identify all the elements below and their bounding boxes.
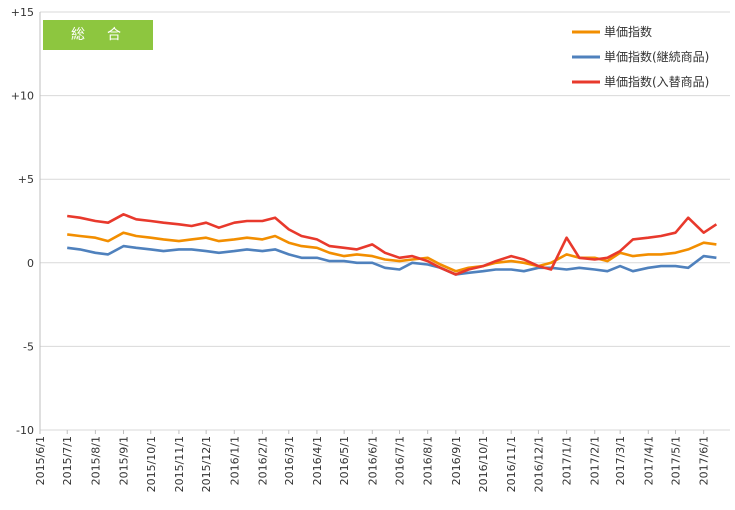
x-tick-label: 2015/10/1	[145, 436, 158, 492]
y-tick-label: +10	[11, 90, 34, 103]
x-tick-label: 2015/11/1	[173, 436, 186, 492]
x-tick-label: 2016/4/1	[311, 436, 324, 485]
x-tick-label: 2016/10/1	[477, 436, 490, 492]
x-tick-label: 2015/7/1	[61, 436, 74, 485]
legend-label: 単価指数	[604, 24, 652, 39]
x-tick-label: 2017/2/1	[589, 436, 602, 485]
x-tick-label: 2017/5/1	[670, 436, 683, 485]
y-tick-label: +5	[18, 173, 34, 186]
x-tick-label: 2015/9/1	[118, 436, 131, 485]
grid-lines	[39, 11, 730, 431]
legend-label: 単価指数(継続商品)	[604, 49, 709, 64]
series-line	[67, 231, 717, 273]
y-tick-label: -10	[16, 424, 34, 437]
x-tick-label: 2016/12/1	[532, 436, 545, 492]
x-tick-label: 2017/4/1	[642, 436, 655, 485]
legend-label: 単価指数(入替商品)	[604, 74, 709, 89]
x-tick-label: 2017/3/1	[614, 436, 627, 485]
y-tick-label: 0	[27, 257, 34, 270]
x-tick-label: 2015/8/1	[89, 436, 102, 485]
x-tick-label: 2016/8/1	[422, 436, 435, 485]
series-lines	[67, 213, 718, 276]
x-axis-tick-labels: 2015/6/1 2015/7/1 2015/8/1 2015/9/1 2015/10/…	[34, 430, 711, 492]
series-line	[67, 213, 718, 276]
x-tick-label: 2016/6/1	[366, 436, 379, 485]
x-tick-label: 2017/1/1	[561, 436, 574, 485]
series-line	[67, 244, 717, 276]
x-tick-label: 2016/3/1	[283, 436, 296, 485]
y-tick-label: -5	[23, 340, 34, 353]
x-tick-label: 2016/7/1	[394, 436, 407, 485]
x-tick-label: 2017/6/1	[698, 436, 711, 485]
x-tick-label: 2016/9/1	[450, 436, 463, 485]
x-tick-label: 2016/1/1	[228, 436, 241, 485]
y-axis-tick-labels: -10 -5 0 +5 +10 +15	[11, 6, 34, 437]
x-tick-label: 2015/12/1	[200, 436, 213, 492]
x-tick-label: 2016/2/1	[256, 436, 269, 485]
x-tick-label: 2016/11/1	[505, 436, 518, 492]
y-tick-label: +15	[11, 6, 34, 19]
x-tick-label: 2016/5/1	[338, 436, 351, 485]
x-tick-label: 2015/6/1	[34, 436, 47, 485]
category-badge: 総 合	[43, 20, 153, 50]
